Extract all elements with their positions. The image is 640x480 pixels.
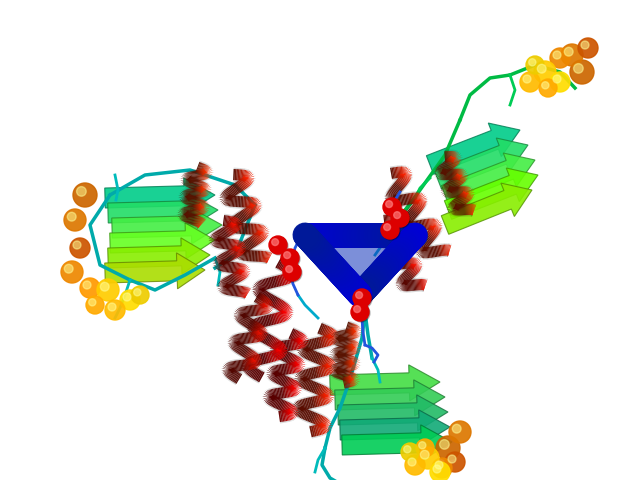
Circle shape [440,440,449,449]
Circle shape [520,72,540,92]
Circle shape [452,424,461,433]
Circle shape [401,443,419,461]
Circle shape [351,303,369,321]
Circle shape [120,290,140,310]
Circle shape [282,250,300,268]
Circle shape [83,281,91,289]
Polygon shape [105,178,215,214]
Circle shape [435,461,443,469]
Circle shape [384,224,390,230]
Polygon shape [444,168,538,219]
Polygon shape [340,410,450,446]
Circle shape [420,450,429,459]
Polygon shape [441,183,532,234]
Circle shape [578,38,598,58]
Circle shape [353,289,371,307]
Circle shape [284,264,302,282]
Circle shape [283,263,301,281]
Circle shape [564,48,573,56]
Circle shape [86,296,104,314]
Circle shape [550,48,570,68]
Circle shape [570,60,594,84]
Polygon shape [442,153,535,204]
Circle shape [529,59,536,66]
Circle shape [272,239,278,246]
Circle shape [80,278,100,298]
Circle shape [354,306,360,312]
Circle shape [394,212,401,218]
Polygon shape [342,425,452,461]
Polygon shape [335,380,445,416]
Circle shape [284,252,291,259]
Circle shape [61,261,83,283]
Circle shape [581,41,589,49]
Polygon shape [305,235,415,295]
Polygon shape [112,208,222,244]
Polygon shape [108,193,218,229]
Circle shape [416,439,434,457]
Circle shape [538,64,546,73]
Circle shape [534,61,556,83]
Polygon shape [330,365,440,401]
Circle shape [108,303,116,311]
Polygon shape [426,123,520,174]
Circle shape [405,455,425,475]
Circle shape [419,442,426,449]
Circle shape [561,44,583,66]
Circle shape [539,79,557,97]
Circle shape [386,201,392,207]
Circle shape [381,221,399,239]
Circle shape [67,212,76,221]
Circle shape [383,198,401,216]
Circle shape [550,72,570,92]
Circle shape [541,82,549,89]
Circle shape [433,465,441,473]
Polygon shape [435,138,528,189]
Circle shape [352,304,370,322]
Circle shape [70,238,90,258]
Circle shape [449,421,471,443]
Circle shape [553,75,561,83]
Circle shape [354,290,372,308]
Circle shape [270,237,288,255]
Polygon shape [338,395,448,431]
Circle shape [73,241,81,249]
Circle shape [89,299,96,306]
Circle shape [553,51,561,59]
Circle shape [384,199,402,217]
Circle shape [134,288,141,296]
Polygon shape [108,238,210,274]
Circle shape [404,446,411,453]
Circle shape [64,209,86,231]
Circle shape [526,56,544,74]
Circle shape [436,436,460,460]
Circle shape [382,222,400,240]
Circle shape [523,75,531,83]
Circle shape [430,462,450,480]
Circle shape [356,292,362,299]
Circle shape [281,249,299,267]
Circle shape [97,279,119,301]
Circle shape [131,286,149,304]
Circle shape [391,209,409,227]
Circle shape [408,458,416,466]
Circle shape [77,187,86,196]
Circle shape [100,282,109,291]
Polygon shape [105,253,205,289]
Circle shape [73,183,97,207]
Circle shape [573,63,583,73]
Circle shape [445,452,465,472]
Circle shape [64,264,73,273]
Circle shape [417,447,439,469]
Circle shape [123,293,131,301]
Circle shape [269,236,287,254]
Circle shape [285,266,292,273]
Circle shape [448,455,456,463]
Circle shape [432,458,452,478]
Polygon shape [109,223,215,259]
Circle shape [105,300,125,320]
Circle shape [392,210,410,228]
